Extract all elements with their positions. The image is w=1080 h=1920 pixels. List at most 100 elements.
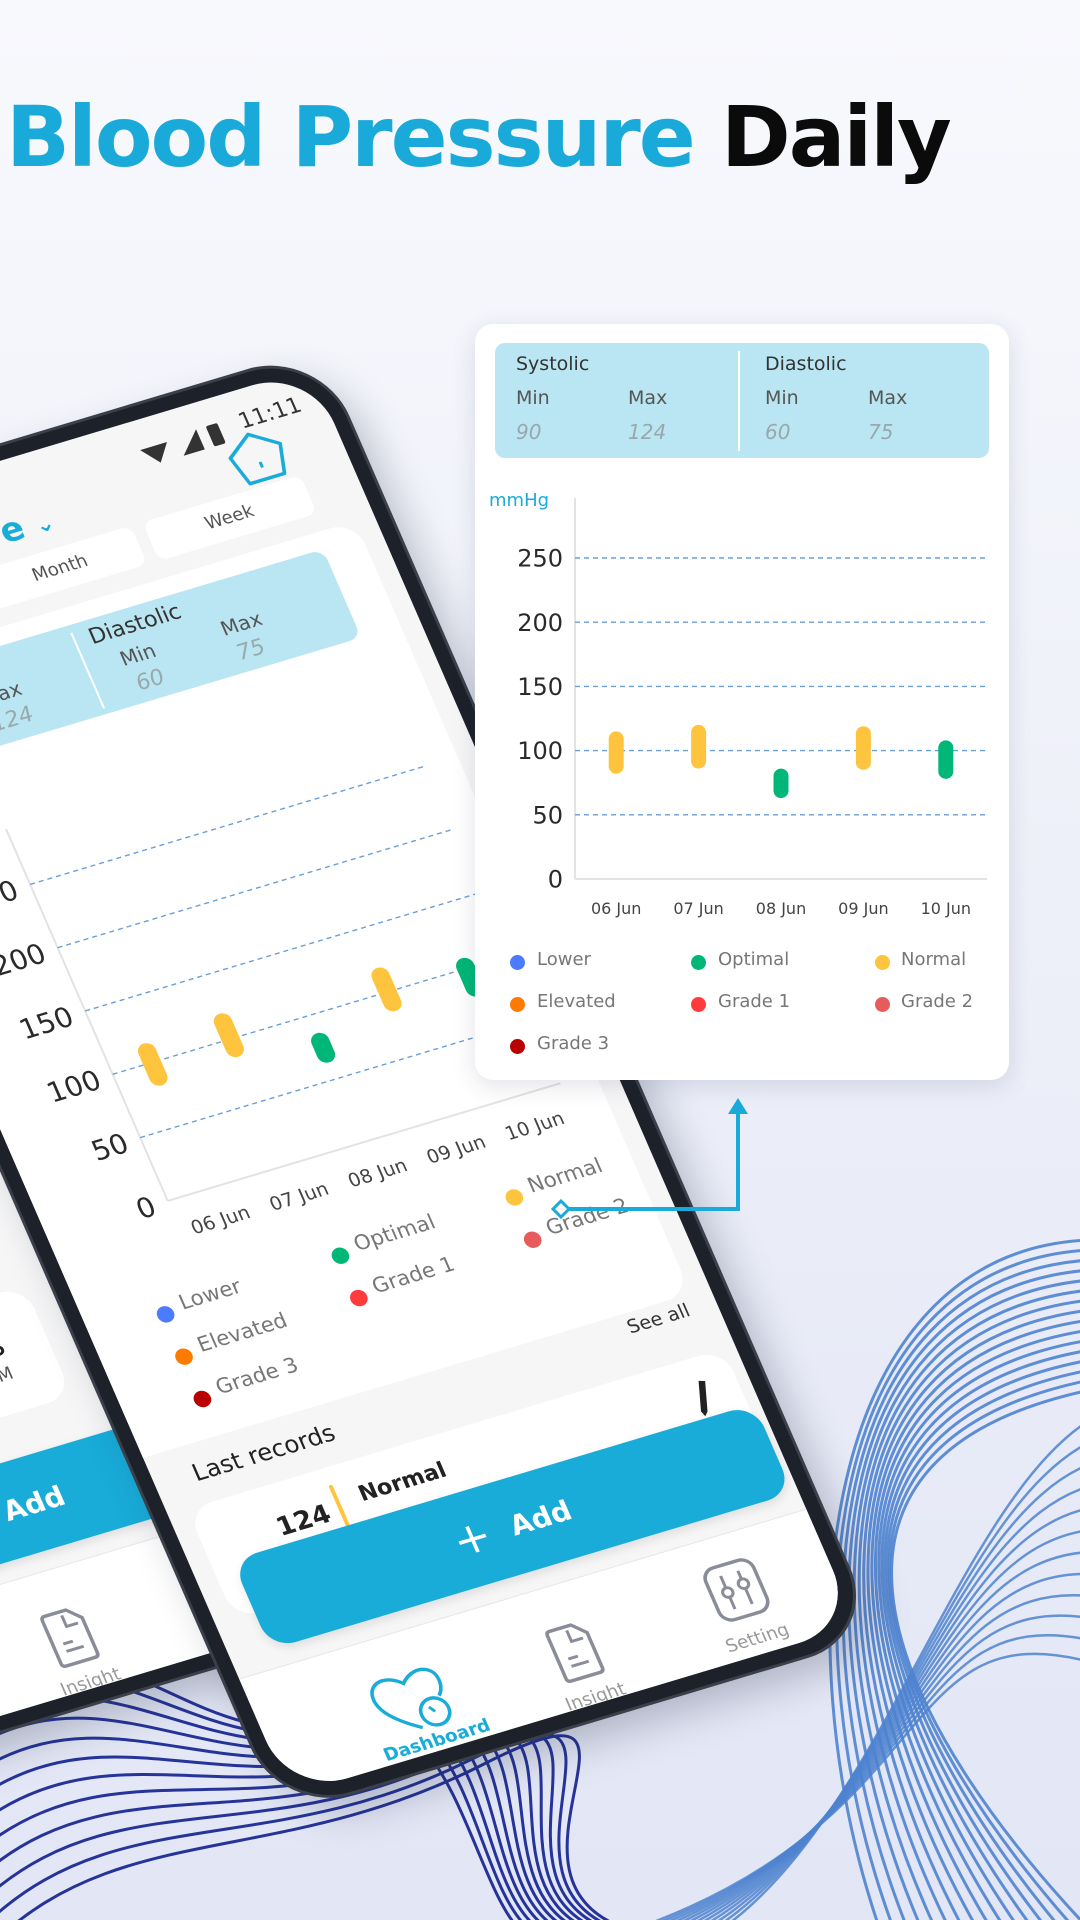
range-bar-06-jun bbox=[608, 731, 624, 774]
x-tick-label: 09 Jun bbox=[423, 1131, 489, 1168]
systolic-max-value: 124 bbox=[628, 420, 667, 444]
battery-icon bbox=[206, 423, 226, 447]
range-bar-06-jun bbox=[137, 1043, 168, 1086]
y-tick-label: 150 bbox=[517, 673, 563, 701]
headline: Blood Pressure Daily bbox=[6, 88, 952, 186]
range-bar-08-jun bbox=[773, 768, 789, 799]
heart-gauge-icon[interactable] bbox=[361, 1657, 466, 1744]
systolic-title: Systolic bbox=[516, 353, 590, 375]
edit-pencil-icon[interactable] bbox=[684, 1376, 723, 1420]
legend-dot-elevated bbox=[510, 997, 525, 1012]
x-tick-label: 08 Jun bbox=[756, 899, 806, 918]
x-tick-label: 07 Jun bbox=[266, 1178, 332, 1215]
front-phone: 11:11 e ⌄ Month Week Max 124 Diastolic M… bbox=[0, 351, 876, 1813]
legend-lower: Lower bbox=[537, 949, 591, 970]
back-insight-document-icon[interactable] bbox=[34, 1601, 107, 1672]
y-tick-label: 0 bbox=[131, 1190, 161, 1225]
wave-line-right bbox=[870, 1320, 1080, 1920]
y-tick-label: 150 bbox=[14, 1000, 78, 1046]
diastolic-max-label: Max bbox=[868, 387, 908, 409]
wifi-icon bbox=[140, 442, 167, 463]
wave-line-right bbox=[862, 1300, 1080, 1920]
diastolic-max-value: 75 bbox=[868, 420, 894, 444]
legend-dot-grade-3 bbox=[510, 1039, 525, 1054]
sliders-icon[interactable] bbox=[696, 1552, 777, 1628]
wave-line-right bbox=[689, 1551, 1080, 1920]
y-tick-label: 50 bbox=[86, 1127, 133, 1168]
add-label: Add bbox=[504, 1494, 577, 1543]
x-tick-label: 10 Jun bbox=[921, 899, 971, 918]
systolic-max-label: Max bbox=[628, 387, 668, 409]
range-bar-10-jun bbox=[938, 740, 954, 779]
wave-line-right bbox=[890, 1390, 1080, 1920]
x-tick-label: 07 Jun bbox=[673, 899, 723, 918]
diastolic-title: Diastolic bbox=[765, 353, 847, 375]
y-tick-label: 100 bbox=[42, 1064, 106, 1110]
wave-line-right bbox=[847, 1269, 1080, 1920]
summary-divider bbox=[738, 351, 740, 451]
range-bar-08-jun bbox=[311, 1032, 336, 1063]
range-bar-09-jun bbox=[855, 726, 871, 770]
wave-line-right bbox=[883, 1360, 1080, 1920]
signal-icon bbox=[183, 429, 205, 456]
gridline-250 bbox=[29, 766, 424, 886]
legend-elevated: Elevated bbox=[537, 991, 616, 1012]
range-bar-07-jun bbox=[213, 1013, 244, 1058]
phone-bp-chart: 0 50 100 150 200 250 06 Jun 07 Jun 08 Jun 09 Jun 1… bbox=[0, 766, 568, 1239]
wave-line-right bbox=[682, 1573, 1080, 1920]
legend-dot-lower bbox=[510, 955, 525, 970]
wave-line-right bbox=[724, 1446, 1080, 1920]
wave-line-right bbox=[852, 1279, 1080, 1920]
systolic-min-label: Min bbox=[516, 387, 550, 409]
wave-line-right bbox=[696, 1530, 1080, 1920]
wave-line-right bbox=[857, 1289, 1080, 1920]
wave-line-right bbox=[873, 1330, 1080, 1920]
range-bar-09-jun bbox=[371, 967, 402, 1012]
legend-normal: Normal bbox=[901, 949, 967, 970]
legend-grade-1: Grade 1 bbox=[718, 991, 791, 1012]
legend-grade-3: Grade 3 bbox=[537, 1033, 610, 1054]
zoomed-chart-card: Systolic Min 90 Max 124 Diastolic Min 60… bbox=[475, 324, 1009, 1080]
y-tick-label: 250 bbox=[0, 874, 24, 920]
wave-line-right bbox=[655, 1652, 1080, 1920]
y-tick-label: 200 bbox=[0, 937, 51, 983]
y-tick-label: 50 bbox=[532, 801, 563, 829]
x-tick-label: 10 Jun bbox=[502, 1108, 568, 1145]
wave-line-right bbox=[668, 1614, 1080, 1920]
gridline-100 bbox=[112, 955, 506, 1075]
wave-line-right bbox=[880, 1350, 1080, 1920]
gridline-150 bbox=[84, 892, 479, 1012]
bp-chart: 0 50 100 150 200 250 06 Jun 07 Jun 08 Jun 09 Jun 1… bbox=[517, 498, 987, 918]
record-card[interactable]: 124 Normal bbox=[186, 1348, 772, 1620]
wave-line-right bbox=[731, 1425, 1080, 1920]
home-icon[interactable] bbox=[218, 422, 298, 491]
wave-line-right bbox=[717, 1467, 1080, 1920]
x-tick-label: 06 Jun bbox=[591, 899, 641, 918]
diastolic-min-label: Min bbox=[765, 387, 799, 409]
legend-dot-grade-2 bbox=[875, 997, 890, 1012]
legend-grade-2: Grade 2 bbox=[901, 991, 974, 1012]
phone-screen: 11:11 e ⌄ Month Week Max 124 Diastolic M… bbox=[0, 367, 857, 1796]
y-tick-label: 200 bbox=[517, 609, 563, 637]
status-icons bbox=[140, 423, 226, 463]
wave-line-right bbox=[841, 1259, 1080, 1920]
document-icon[interactable] bbox=[539, 1616, 612, 1687]
wave-line-right bbox=[887, 1380, 1080, 1920]
summary-box: Systolic Min 90 Max 124 Diastolic Min 60… bbox=[495, 343, 989, 458]
y-tick-label: 0 bbox=[548, 866, 563, 894]
legend-dot-grade-1 bbox=[691, 997, 706, 1012]
legend-optimal: Optimal bbox=[718, 949, 790, 970]
y-axis bbox=[5, 828, 169, 1202]
headline-highlight: Blood Pressure bbox=[6, 88, 696, 186]
y-tick-label: 250 bbox=[517, 545, 563, 573]
back-phone: s PM + Add Insight bbox=[0, 336, 371, 1798]
x-tick-label: 09 Jun bbox=[838, 899, 888, 918]
wave-line-right bbox=[710, 1488, 1080, 1920]
wave-line-right bbox=[877, 1340, 1080, 1920]
systolic-min-value: 90 bbox=[516, 420, 542, 444]
y-tick-label: 100 bbox=[517, 737, 563, 765]
wave-line-right bbox=[661, 1634, 1080, 1920]
legend-dot-normal bbox=[875, 955, 890, 970]
headline-rest: Daily bbox=[721, 88, 952, 186]
